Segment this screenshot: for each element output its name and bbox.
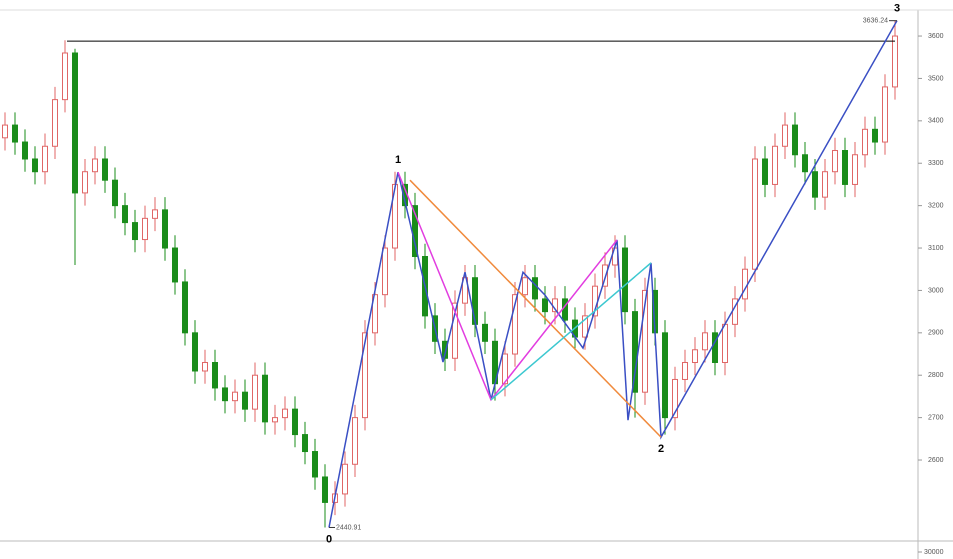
candle-body	[322, 476, 328, 503]
candle-body	[582, 315, 588, 338]
y-tick-label: 3300	[928, 160, 944, 167]
candle-body	[762, 158, 768, 185]
candle-body	[512, 294, 518, 355]
candle-body	[202, 362, 208, 372]
candle-body	[622, 247, 628, 313]
candle-body	[122, 205, 128, 224]
pivot-label: 1	[395, 154, 401, 166]
candle-body	[812, 171, 818, 198]
candle-body	[772, 145, 778, 185]
y-tick-label: 3600	[928, 33, 944, 40]
candle-body	[282, 408, 288, 419]
price-label: 2440.91	[336, 524, 361, 531]
candle-body	[272, 417, 278, 423]
candle-body	[602, 264, 608, 287]
candle-body	[782, 124, 788, 147]
candle-body	[82, 171, 88, 194]
y-tick-label: 3100	[928, 245, 944, 252]
candle-body	[352, 417, 358, 465]
y-tick-label: 3500	[928, 75, 944, 82]
candle-body	[302, 434, 308, 453]
candle-body	[542, 298, 548, 313]
candle-body	[752, 158, 758, 270]
y-tick-label: 2700	[928, 414, 944, 421]
candle-body	[312, 451, 318, 478]
candle-body	[292, 408, 298, 436]
candle-body	[102, 158, 108, 181]
y-tick-label: 2900	[928, 330, 944, 337]
candle-body	[702, 332, 708, 351]
candle-body	[482, 323, 488, 342]
candle-body	[672, 378, 678, 419]
y-tick-label: 2800	[928, 372, 944, 379]
candle-body	[802, 154, 808, 173]
candle-body	[152, 209, 158, 219]
candle-body	[862, 128, 868, 156]
candle-body	[182, 281, 188, 334]
candle-body	[872, 128, 878, 143]
candle-body	[342, 463, 348, 495]
candle-body	[92, 158, 98, 173]
candle-body	[162, 209, 168, 249]
candle-body	[32, 158, 38, 173]
candle-body	[462, 277, 468, 304]
candle-body	[472, 277, 478, 325]
candle-body	[362, 332, 368, 419]
candle-body	[692, 349, 698, 364]
y-tick-label: 3200	[928, 202, 944, 209]
candle-body	[232, 391, 238, 402]
candle-body	[52, 99, 58, 147]
candle-body	[642, 289, 648, 393]
candle-body	[882, 86, 888, 143]
candle-body	[262, 374, 268, 423]
y-tick-label: 3400	[928, 118, 944, 125]
candle-body	[532, 277, 538, 300]
candle-body	[212, 362, 218, 389]
candle-body	[242, 391, 248, 410]
candle-body	[842, 150, 848, 185]
candle-body	[252, 374, 258, 410]
candle-body	[562, 298, 568, 321]
pivot-label: 2	[658, 443, 664, 455]
candle-body	[222, 387, 228, 402]
candle-body	[382, 247, 388, 296]
candle-body	[822, 171, 828, 198]
candle-body	[522, 277, 528, 296]
candle-body	[452, 302, 458, 359]
candle-body	[42, 145, 48, 173]
candle-body	[502, 353, 508, 385]
candle-body	[142, 217, 148, 241]
candle-body	[22, 141, 28, 160]
candle-body	[192, 332, 198, 372]
pivot-label: 0	[326, 533, 332, 545]
candle-body	[852, 154, 858, 185]
pattern-line	[490, 262, 652, 401]
candle-body	[682, 362, 688, 380]
candle-body	[792, 124, 798, 156]
y-tick-label: 2600	[928, 457, 944, 464]
candle-body	[832, 150, 838, 173]
candle-body	[442, 340, 448, 359]
candle-body	[112, 179, 118, 207]
pattern-line	[409, 179, 662, 438]
candle-body	[892, 35, 898, 88]
price-label: 3636.24	[863, 18, 888, 25]
candle-body	[742, 268, 748, 300]
candle-body	[372, 294, 378, 334]
candle-body	[172, 247, 178, 283]
volume-tick-label: 30000	[924, 549, 944, 556]
candle-body	[662, 332, 668, 419]
candle-body	[72, 52, 78, 194]
y-tick-label: 3000	[928, 287, 944, 294]
candle-body	[12, 124, 18, 143]
candle-body	[132, 222, 138, 241]
candle-body	[722, 323, 728, 364]
pivot-label: 3	[894, 3, 900, 15]
candle-body	[62, 52, 68, 101]
candle-body	[2, 124, 8, 139]
